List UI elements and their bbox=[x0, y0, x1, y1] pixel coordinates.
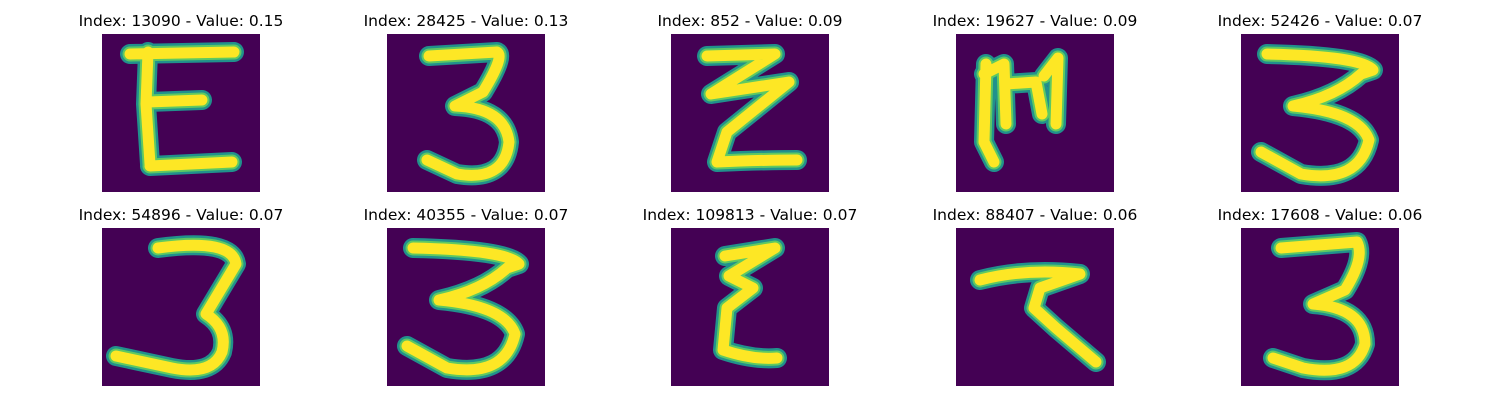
digit-image bbox=[387, 34, 545, 192]
glyph-stroke bbox=[421, 46, 515, 181]
digit-image bbox=[102, 34, 260, 192]
digit-image bbox=[387, 228, 545, 386]
digit-glyph bbox=[120, 42, 244, 176]
panel-title: Index: 28425 - Value: 0.13 bbox=[363, 12, 569, 30]
panel-title: Index: 54896 - Value: 0.07 bbox=[78, 206, 284, 224]
panel-title: Index: 13090 - Value: 0.15 bbox=[78, 12, 284, 30]
glyph-stroke bbox=[401, 242, 525, 376]
digit-glyph bbox=[974, 48, 1068, 172]
digit-glyph bbox=[697, 44, 807, 172]
digit-glyph bbox=[417, 42, 519, 186]
panel-title: Index: 40355 - Value: 0.07 bbox=[363, 206, 569, 224]
glyph-stroke bbox=[110, 239, 242, 376]
panel-title: Index: 17608 - Value: 0.06 bbox=[1217, 206, 1423, 224]
panel-title: Index: 109813 - Value: 0.07 bbox=[642, 206, 858, 224]
digit-glyph bbox=[1251, 44, 1383, 186]
digit-image bbox=[102, 228, 260, 386]
digit-image bbox=[956, 228, 1114, 386]
digit-image bbox=[671, 228, 829, 386]
glyph-stroke bbox=[701, 48, 803, 168]
panel-title: Index: 52426 - Value: 0.07 bbox=[1217, 12, 1423, 30]
glyph-stroke bbox=[1267, 236, 1371, 376]
digit-image bbox=[956, 34, 1114, 192]
digit-glyph bbox=[1263, 232, 1375, 381]
digit-image bbox=[1241, 34, 1399, 192]
glyph-stroke bbox=[124, 46, 240, 172]
glyph-stroke bbox=[978, 52, 1064, 168]
digit-image bbox=[1241, 228, 1399, 386]
panel-title: Index: 88407 - Value: 0.06 bbox=[932, 206, 1138, 224]
panel-title: Index: 19627 - Value: 0.09 bbox=[932, 12, 1138, 30]
digit-glyph bbox=[713, 238, 787, 369]
digit-glyph bbox=[970, 262, 1106, 372]
digit-glyph bbox=[106, 235, 246, 380]
glyph-stroke bbox=[974, 266, 1102, 368]
glyph-stroke bbox=[717, 242, 783, 364]
panel-title: Index: 852 - Value: 0.09 bbox=[657, 12, 843, 30]
digit-image bbox=[671, 34, 829, 192]
glyph-stroke bbox=[1255, 48, 1379, 182]
digit-glyph bbox=[397, 238, 529, 380]
